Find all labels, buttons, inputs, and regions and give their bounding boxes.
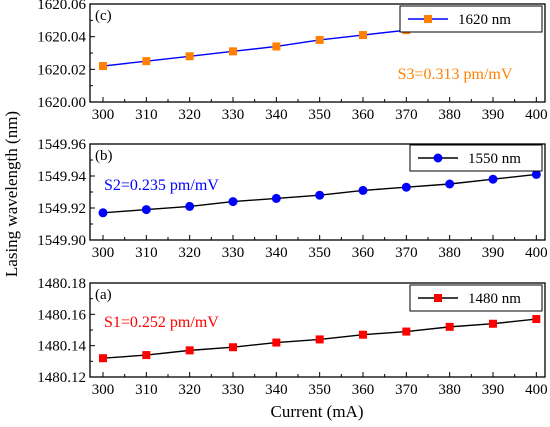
x-tick-label: 390 — [482, 107, 505, 123]
data-point — [445, 179, 455, 189]
x-tick-label: 400 — [525, 107, 548, 123]
x-tick-label: 390 — [482, 245, 505, 261]
x-tick-label: 300 — [92, 107, 115, 123]
y-tick-label: 1549.90 — [37, 233, 86, 249]
data-point — [359, 31, 367, 40]
data-point — [488, 174, 498, 184]
data-point — [272, 42, 281, 51]
data-point — [315, 335, 324, 344]
x-tick-label: 360 — [352, 382, 375, 398]
panel-b: 300 310 320 330 340 350 360 370 380 390 400 1549.90… — [37, 137, 547, 261]
x-tick-label: 370 — [395, 382, 418, 398]
data-point — [185, 346, 194, 355]
x-tick-label: 330 — [222, 107, 245, 123]
data-point — [402, 327, 411, 336]
data-point — [228, 197, 238, 207]
legend-marker — [433, 153, 443, 163]
panel-a: 300 310 320 330 340 350 360 370 380 390 400 1480.12… — [37, 276, 547, 398]
y-tick-label: 1620.06 — [37, 0, 86, 13]
x-tick-label: 350 — [308, 382, 331, 398]
data-point — [98, 208, 108, 218]
panel-c: 300 310 320 330 340 350 360 370 380 390 400 1620.00… — [37, 0, 547, 123]
x-tick-label: 350 — [308, 107, 331, 123]
x-tick-label: 310 — [135, 107, 158, 123]
data-point — [142, 57, 151, 66]
data-point — [315, 190, 325, 200]
data-point — [489, 319, 497, 328]
x-tick-label: 340 — [265, 382, 288, 398]
y-tick-label: 1549.94 — [37, 169, 86, 185]
panel-label: (c) — [95, 8, 112, 24]
data-point — [315, 35, 324, 44]
y-tick-label: 1549.92 — [37, 201, 86, 217]
y-tick-label: 1549.96 — [37, 137, 86, 153]
x-tick-label: 340 — [265, 107, 288, 123]
legend-label: 1480 nm — [468, 291, 521, 307]
x-tick-label: 380 — [438, 107, 461, 123]
y-tick-label: 1620.02 — [37, 62, 86, 78]
x-tick-label: 350 — [308, 245, 331, 261]
x-tick-label: 320 — [178, 382, 201, 398]
x-tick-label: 390 — [482, 382, 505, 398]
legend-marker — [434, 294, 442, 302]
legend-marker — [424, 15, 432, 23]
data-point — [229, 343, 237, 352]
x-tick-label: 400 — [525, 245, 548, 261]
data-point — [229, 47, 237, 56]
data-point — [445, 322, 454, 331]
x-tick-label: 300 — [92, 245, 115, 261]
x-tick-label: 320 — [178, 107, 201, 123]
x-tick-label: 400 — [525, 382, 548, 398]
x-tick-label: 370 — [395, 245, 418, 261]
panel-label: (a) — [95, 287, 112, 303]
x-tick-label: 370 — [395, 107, 418, 123]
data-point — [359, 330, 367, 339]
slope-annotation: S1=0.252 pm/mV — [104, 314, 219, 331]
y-tick-label: 1480.16 — [37, 307, 86, 323]
slope-annotation: S2=0.235 pm/mV — [104, 177, 219, 194]
y-tick-label: 1480.12 — [37, 370, 86, 386]
x-tick-label: 330 — [222, 382, 245, 398]
x-tick-label: 360 — [352, 245, 375, 261]
legend-label: 1620 nm — [458, 12, 511, 28]
y-tick-label: 1480.14 — [37, 339, 86, 355]
y-tick-label: 1620.00 — [37, 95, 86, 111]
data-point — [272, 338, 281, 347]
x-tick-label: 310 — [135, 245, 158, 261]
panel-label: (b) — [95, 148, 113, 164]
x-tick-label: 330 — [222, 245, 245, 261]
data-point — [531, 169, 541, 179]
y-tick-label: 1620.04 — [37, 30, 86, 46]
x-tick-label: 360 — [352, 107, 375, 123]
x-tick-label: 380 — [438, 245, 461, 261]
x-tick-label: 310 — [135, 382, 158, 398]
x-tick-label: 300 — [92, 382, 115, 398]
data-point — [99, 62, 107, 71]
x-tick-label: 340 — [265, 245, 288, 261]
data-point — [271, 193, 281, 203]
data-point — [532, 315, 541, 324]
x-tick-label: 320 — [178, 245, 201, 261]
data-point — [358, 185, 368, 195]
data-point — [99, 354, 107, 363]
x-tick-label: 380 — [438, 382, 461, 398]
data-point — [185, 201, 195, 211]
y-tick-label: 1480.18 — [37, 276, 86, 292]
data-point — [141, 205, 151, 215]
data-point — [401, 182, 411, 192]
data-point — [142, 351, 151, 360]
legend-box — [409, 284, 543, 312]
data-point — [185, 52, 194, 61]
x-axis-title: Current (mA) — [270, 402, 363, 421]
slope-annotation: S3=0.313 pm/mV — [398, 66, 513, 83]
y-axis-title: Lasing wavelength (nm) — [2, 111, 21, 277]
legend-label: 1550 nm — [468, 151, 521, 167]
